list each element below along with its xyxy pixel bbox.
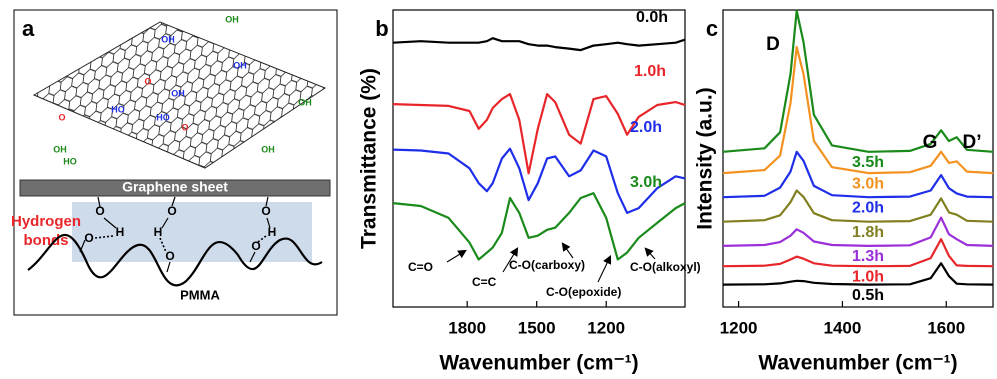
atom: H — [116, 225, 125, 239]
annotation-arrow — [597, 255, 612, 283]
functional-group: HO — [63, 156, 77, 166]
functional-group: OH — [53, 144, 67, 154]
panel-a: a Graphene sheet Hydrogen bonds PMMA O H… — [11, 9, 338, 316]
series-label: 1.3h — [852, 248, 884, 265]
atom: O — [84, 231, 93, 245]
annotation-arrow — [561, 242, 574, 259]
spectrum-line — [392, 93, 686, 175]
series-label: 3.0h — [852, 175, 884, 192]
panel-label: a — [22, 16, 35, 41]
sheet-bar — [19, 179, 331, 197]
hbond-label: bonds — [24, 232, 69, 249]
panel-label: c — [706, 16, 718, 41]
panel-label: b — [375, 16, 388, 41]
annotation: C-O(epoxide) — [546, 285, 621, 299]
spectrum-line — [722, 9, 994, 153]
series-label: 3.5h — [852, 154, 884, 171]
spectrum-line — [722, 262, 994, 286]
functional-group: O — [181, 122, 188, 132]
x-tick-label: 1800 — [448, 318, 486, 337]
hbond-dots — [94, 235, 267, 253]
peak-label: G — [923, 132, 938, 153]
spectrum-line — [722, 150, 994, 199]
functional-group: OH — [161, 34, 175, 44]
chart: b 1800 1500 1200 Wavenumber (cm⁻¹) Transmitta… — [358, 9, 701, 374]
functional-group: HO — [111, 104, 125, 114]
x-tick-label: 1200 — [587, 318, 625, 337]
annotation-arrow — [644, 247, 656, 260]
functional-group: O — [58, 112, 65, 122]
atom: O — [165, 249, 174, 263]
x-tick-label: 1500 — [518, 318, 556, 337]
graphene-lattice — [32, 21, 327, 169]
annotation: C-O(alkoxyl) — [630, 260, 701, 274]
annotation-arrow — [446, 249, 467, 263]
atom: H — [268, 225, 277, 239]
polymer-chain — [27, 233, 323, 287]
annotation-arrow — [502, 247, 519, 273]
annotation: C=C — [472, 275, 497, 289]
y-axis-title: Intensity (a.u.) — [694, 87, 717, 229]
functional-group: OH — [171, 88, 185, 98]
spectrum-line — [392, 192, 686, 261]
plot-frame — [722, 9, 994, 308]
x-axis-title: Wavenumber (cm⁻¹) — [758, 352, 957, 375]
plot-frame — [392, 9, 686, 308]
peak-label: D’ — [963, 132, 982, 153]
x-tick-label: 1400 — [824, 318, 862, 337]
atom: O — [261, 204, 270, 218]
spectrum-line — [722, 216, 994, 247]
x-tick-label: 1200 — [720, 318, 758, 337]
hbond-lines — [79, 196, 271, 273]
panel-frame — [13, 9, 338, 316]
polymer-label: PMMA — [180, 287, 220, 302]
series-label: 2.0h — [630, 119, 662, 136]
atom: O — [251, 239, 260, 253]
series-label: 1.0h — [852, 268, 884, 285]
functional-group: OH — [233, 60, 247, 70]
series-label: 3.0h — [630, 174, 662, 191]
series-label: 1.8h — [852, 224, 884, 241]
hbond-label: Hydrogen — [11, 213, 81, 230]
y-axis-title: Transmittance (%) — [358, 68, 381, 249]
functional-group: OH — [298, 97, 312, 107]
x-tick-label: 1600 — [927, 318, 965, 337]
functional-group: HO — [156, 112, 170, 122]
spectrum-line — [722, 45, 994, 175]
chart: c 1200 1400 1600 Wavenumber (cm⁻¹) Intensity … — [694, 9, 994, 375]
functional-group: OH — [261, 144, 275, 154]
functional-group: OH — [225, 14, 239, 24]
series-label: 2.0h — [852, 199, 884, 216]
peak-label: D — [766, 34, 780, 55]
annotation: C=O — [408, 260, 433, 274]
x-axis-title: Wavenumber (cm⁻¹) — [439, 352, 638, 375]
spectrum-line — [722, 238, 994, 268]
sheet-label: Graphene sheet — [122, 179, 228, 195]
atom: O — [167, 204, 176, 218]
spectrum-line — [392, 37, 686, 52]
spectrum-line — [722, 189, 994, 223]
series-label: 0.0h — [636, 9, 668, 26]
series-label: 1.0h — [634, 63, 666, 80]
atom: H — [154, 225, 163, 239]
polymer-region — [72, 202, 312, 262]
atom: O — [95, 204, 104, 218]
series-label: 0.5h — [852, 287, 884, 304]
functional-group: O — [144, 76, 151, 86]
annotation: C-O(carboxy) — [509, 258, 585, 272]
spectrum-line — [392, 147, 686, 214]
